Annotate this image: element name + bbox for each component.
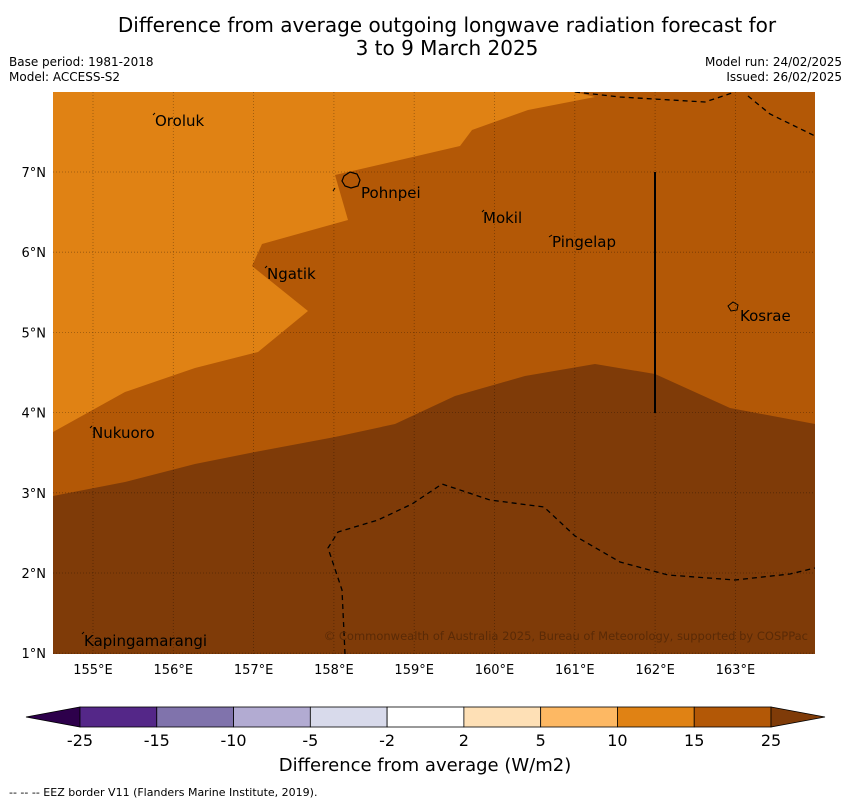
place-markers (81, 112, 553, 635)
colorbar-segment (693, 706, 772, 728)
base-period: Base period: 1981-2018 (9, 55, 154, 69)
place-kosrae: Kosrae (740, 307, 791, 325)
lat-tick-label: 6°N (22, 246, 47, 261)
title-line-2: 3 to 9 March 2025 (355, 36, 539, 60)
lon-tick-label: 163°E (716, 663, 756, 678)
lat-tick-label: 1°N (22, 647, 47, 662)
place-ngatik: Ngatik (267, 265, 316, 283)
model-name: Model: ACCESS-S2 (9, 70, 121, 84)
lon-tick-label: 158°E (314, 663, 354, 678)
lon-tick-label: 162°E (635, 663, 675, 678)
colorbar-segment (156, 706, 234, 728)
colorbar-segment (540, 706, 618, 728)
colorbar-segment (463, 706, 542, 728)
colorbar-segment (617, 706, 695, 728)
colorbar-segment (79, 706, 158, 728)
pohnpei-marker (332, 187, 336, 192)
place-kapingamarangi: Kapingamarangi (84, 632, 207, 650)
colorbar-tick-label: 2 (458, 731, 469, 750)
eez-border-north (574, 92, 815, 137)
meta-left: Base period: 1981-2018 Model: ACCESS-S2 (9, 55, 154, 85)
lon-tick-label: 160°E (475, 663, 515, 678)
lon-tick-labels: 155°E 156°E 157°E 158°E 159°E 160°E 161°E 162°E… (73, 663, 755, 678)
map-area: Oroluk Pohnpei Mokil Pingelap Ngatik Kos… (53, 92, 815, 654)
nukuoro-marker (89, 425, 93, 429)
place-labels: Oroluk Pohnpei Mokil Pingelap Ngatik Kos… (84, 112, 791, 650)
kosrae-outline (727, 301, 739, 312)
lon-tick-label: 159°E (394, 663, 434, 678)
colorbar-extend-low (25, 706, 81, 728)
lat-tick-label: 4°N (22, 407, 47, 422)
place-mokil: Mokil (483, 209, 522, 227)
meta-right: Model run: 24/02/2025 Issued: 26/02/2025 (705, 55, 842, 85)
place-oroluk: Oroluk (155, 112, 204, 130)
title-line-1: Difference from average outgoing longwav… (117, 13, 777, 37)
copyright-notice: © Commonwealth of Australia 2025, Bureau… (324, 629, 808, 643)
lon-tick-label: 156°E (154, 663, 194, 678)
lon-tick-label: 161°E (555, 663, 595, 678)
colorbar-tick-label: -15 (143, 731, 170, 750)
oroluk-marker (152, 112, 156, 116)
pohnpei-outline (341, 171, 361, 189)
colorbar-tick-label: 25 (760, 731, 782, 750)
lat-tick-label: 5°N (22, 326, 47, 341)
place-pohnpei: Pohnpei (361, 184, 421, 202)
colorbar-segment (309, 706, 388, 728)
colorbar-segment (386, 706, 465, 728)
issued-date: Issued: 26/02/2025 (726, 70, 842, 84)
lat-tick-label: 2°N (22, 567, 47, 582)
colorbar-tick-label: 5 (535, 731, 546, 750)
lon-tick-label: 155°E (73, 663, 113, 678)
band-10-15 (53, 92, 595, 432)
colorbar-tick-label: 10 (607, 731, 628, 750)
kapingamarangi-marker (81, 631, 85, 635)
lat-tick-label: 3°N (22, 487, 47, 502)
colorbar (25, 706, 826, 728)
ngatik-marker (264, 265, 268, 269)
pingelap-marker (548, 234, 553, 238)
colorbar-tick-label: 15 (684, 731, 705, 750)
colorbar-tick-label: -5 (302, 731, 319, 750)
mokil-marker (481, 209, 485, 213)
lat-tick-label: 7°N (22, 166, 47, 181)
place-pingelap: Pingelap (552, 233, 616, 251)
lon-tick-label: 157°E (234, 663, 274, 678)
colorbar-extend-high (770, 706, 826, 728)
chart-title: Difference from average outgoing longwav… (0, 14, 850, 60)
eez-legend-note: -- -- -- EEZ border V11 (Flanders Marine… (9, 786, 318, 799)
colorbar-tick-label: -10 (220, 731, 247, 750)
colorbar-tick-label: -25 (66, 731, 94, 750)
model-run: Model run: 24/02/2025 (704, 55, 842, 69)
map-grid (53, 92, 815, 654)
colorbar-title: Difference from average (W/m2) (278, 755, 572, 776)
lat-tick-labels: 7°N 6°N 5°N 4°N 3°N 2°N 1°N (22, 166, 47, 662)
place-nukuoro: Nukuoro (92, 424, 155, 442)
colorbar-segment (233, 706, 311, 728)
colorbar-tick-label: -2 (379, 731, 396, 750)
